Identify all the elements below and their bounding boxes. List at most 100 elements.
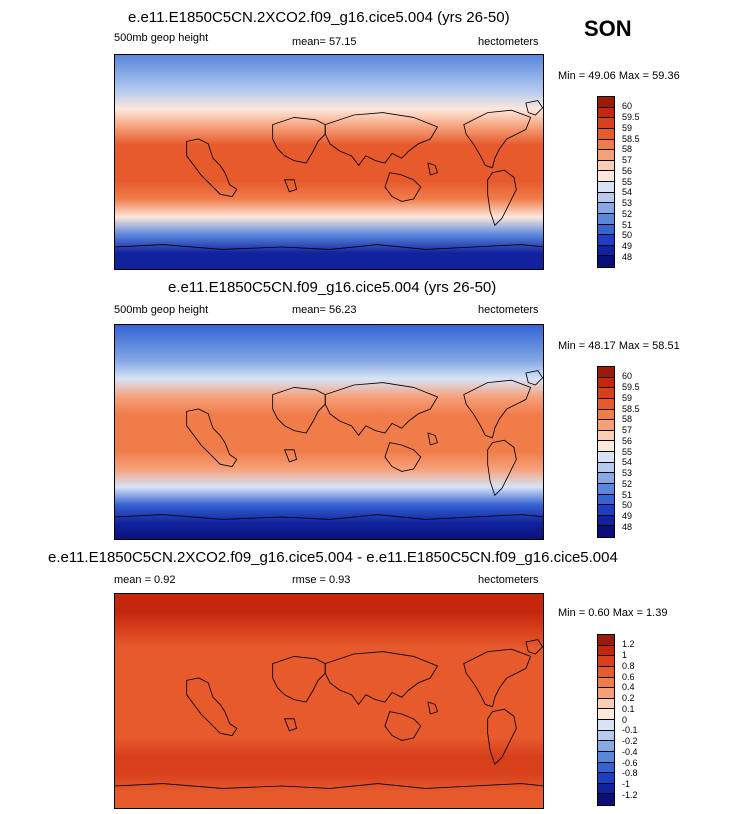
colorbar-tick-label: 56 xyxy=(622,435,633,446)
colorbar-swatch xyxy=(598,515,614,527)
colorbar-tick-label: 54 xyxy=(622,457,633,468)
colorbar-swatch xyxy=(598,473,614,484)
colorbar-tick-label: 55 xyxy=(622,176,633,187)
colorbar-tick-label: 52 xyxy=(622,208,633,219)
colorbar-tick-label: 0.6 xyxy=(622,671,635,682)
colorbar-tick-label: 58.5 xyxy=(622,133,640,144)
colorbar-tick-label: 48 xyxy=(622,521,633,532)
panel-3-map xyxy=(114,593,544,809)
colorbar-swatch xyxy=(598,709,614,720)
colorbar-tick-label: 50 xyxy=(622,500,633,511)
colorbar-tick-label: 57 xyxy=(622,155,633,165)
colorbar-swatch xyxy=(598,741,614,752)
coastline xyxy=(384,172,422,202)
colorbar-swatch xyxy=(598,483,614,495)
coastline xyxy=(384,442,422,472)
panel-1-minmax: Min = 49.06 Max = 59.36 xyxy=(558,70,680,82)
colorbar-tick-label: 58 xyxy=(622,144,633,155)
coastline xyxy=(463,379,532,439)
colorbar-tick-label: 60 xyxy=(622,371,633,382)
colorbar-swatch xyxy=(598,762,614,774)
colorbar-swatch xyxy=(598,441,614,452)
coastline xyxy=(272,655,326,703)
colorbar-swatch xyxy=(598,794,614,805)
colorbar-swatch xyxy=(598,688,614,699)
colorbar-swatch xyxy=(598,245,614,257)
colorbar-tick-label: 56 xyxy=(622,165,633,176)
colorbar-tick-label: -0.2 xyxy=(622,736,638,746)
colorbar-tick-label: 48 xyxy=(622,251,633,262)
season-label: SON xyxy=(584,16,632,41)
panel-3-colorbar xyxy=(597,634,615,806)
coastline xyxy=(186,677,238,737)
coastline xyxy=(283,179,298,193)
panel-2-map xyxy=(114,324,544,540)
coastline xyxy=(427,162,439,176)
coastline xyxy=(487,708,517,766)
colorbar-swatch xyxy=(598,409,614,421)
panel-2-variable-label: 500mb geop height xyxy=(114,304,209,316)
colorbar-tick-label: 49 xyxy=(622,241,633,251)
panel-1-units-label: hectometers xyxy=(478,36,539,48)
panel-1-title: e.e11.E1850C5CN.2XCO2.f09_g16.cice5.004 … xyxy=(128,9,510,26)
colorbar-tick-label: 57 xyxy=(622,425,633,435)
panel-3-rmse-label: rmse = 0.93 xyxy=(292,574,351,586)
colorbar-swatch xyxy=(598,367,614,378)
coastline xyxy=(427,432,439,446)
colorbar-tick-label: 59.5 xyxy=(622,112,640,122)
colorbar-swatch xyxy=(598,139,614,151)
colorbar-swatch xyxy=(598,462,614,474)
colorbar-swatch xyxy=(598,677,614,689)
colorbar-swatch xyxy=(598,192,614,204)
colorbar-swatch xyxy=(598,420,614,431)
colorbar-tick-label: 1 xyxy=(622,650,628,660)
colorbar-tick-label: 53 xyxy=(622,468,633,478)
colorbar-swatch xyxy=(598,666,614,678)
colorbar-swatch xyxy=(598,128,614,140)
coastline xyxy=(384,711,422,741)
colorbar-tick-label: -1 xyxy=(622,779,631,789)
coastline xyxy=(525,639,543,655)
colorbar-tick-label: 54 xyxy=(622,187,633,198)
colorbar-tick-label: 0.8 xyxy=(622,660,635,671)
coastline xyxy=(115,244,543,250)
colorbar-tick-label: 49 xyxy=(622,511,633,521)
panel-1-variable-label: 500mb geop height xyxy=(114,32,209,44)
colorbar-swatch xyxy=(598,213,614,225)
coastline xyxy=(186,138,238,198)
colorbar-tick-label: 60 xyxy=(622,101,633,112)
colorbar-tick-label: -1.2 xyxy=(622,789,638,800)
coastline xyxy=(324,651,439,706)
map-field xyxy=(115,594,543,808)
coastline xyxy=(463,648,532,708)
colorbar-tick-label: 50 xyxy=(622,230,633,241)
colorbar-swatch xyxy=(598,182,614,193)
colorbar-swatch xyxy=(598,256,614,267)
panel-2-minmax: Min = 48.17 Max = 58.51 xyxy=(558,340,680,352)
coastline xyxy=(324,112,439,167)
colorbar-swatch xyxy=(598,645,614,657)
colorbar-swatch xyxy=(598,430,614,442)
coastline xyxy=(115,783,543,789)
colorbar-tick-label: -0.8 xyxy=(622,768,638,779)
colorbar-tick-label: 0.4 xyxy=(622,682,635,693)
colorbar-tick-label: -0.6 xyxy=(622,757,638,768)
colorbar-swatch xyxy=(598,751,614,763)
panel-1-map xyxy=(114,54,544,270)
colorbar-swatch xyxy=(598,656,614,667)
panel-2-map-plot xyxy=(115,325,543,539)
colorbar-swatch xyxy=(598,118,614,129)
colorbar-tick-label: 55 xyxy=(622,446,633,457)
coastline xyxy=(463,109,532,169)
colorbar-tick-label: 59.5 xyxy=(622,382,640,392)
colorbar-swatch xyxy=(598,235,614,246)
colorbar-swatch xyxy=(598,150,614,161)
panel-3-mean-label: mean = 0.92 xyxy=(114,574,176,586)
panel-3-minmax: Min = 0.60 Max = 1.39 xyxy=(558,607,668,619)
colorbar-tick-label: 58.5 xyxy=(622,403,640,414)
coastline xyxy=(186,408,238,468)
coastline xyxy=(272,116,326,164)
colorbar-tick-label: 0 xyxy=(622,714,628,725)
colorbar-swatch xyxy=(598,107,614,119)
colorbar-swatch xyxy=(598,377,614,389)
